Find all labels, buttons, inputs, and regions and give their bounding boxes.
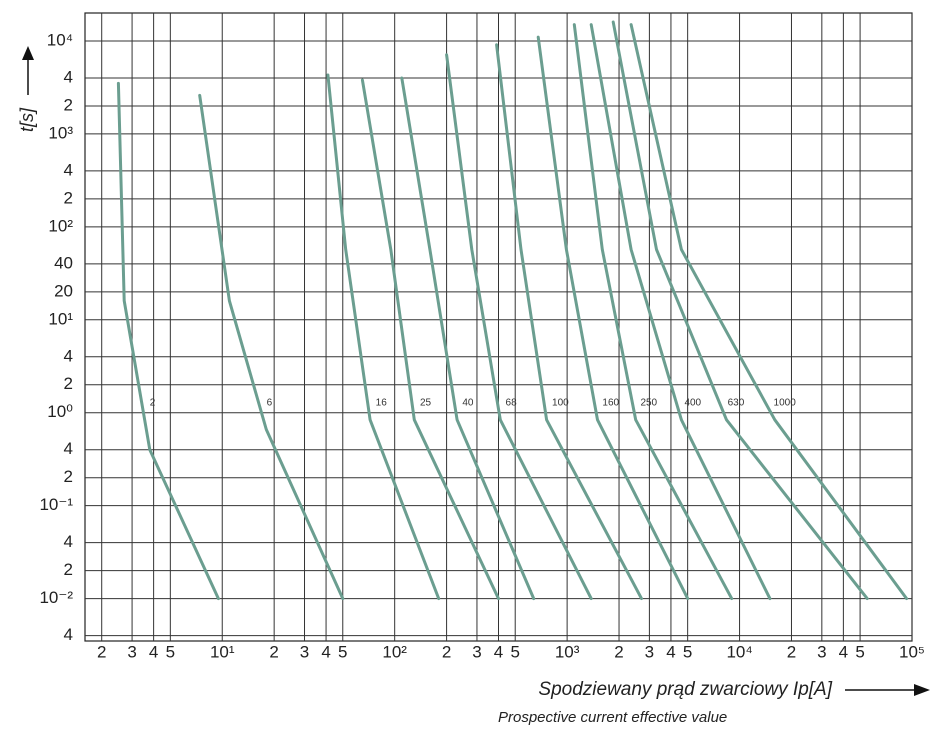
curve-label: 25 [420,398,432,409]
fuse-curve [495,43,643,601]
curve-label: 400 [684,398,701,409]
x-tick-label: 5 [510,642,519,661]
y-tick-label: 40 [54,253,73,272]
y-tick-label: 20 [54,281,73,300]
fuse-curve [445,53,593,601]
y-tick-label: 4 [64,346,73,365]
curve-label: 16 [376,398,388,409]
fuse-curve [198,93,345,601]
y-tick-label: 2 [64,467,73,486]
y-tick-label: 10⁻¹ [39,495,73,514]
y-tick-label: 4 [64,160,73,179]
y-tick-label: 2 [64,95,73,114]
curve-label: 160 [602,398,619,409]
x-tick-label: 3 [817,642,826,661]
curve-label: 2 [150,398,156,409]
y-tick-label: 10⁴ [47,30,73,49]
x-tick-label: 5 [166,642,175,661]
curve-label: 250 [640,398,657,409]
x-tick-label: 4 [321,642,330,661]
curve-label: 1000 [774,398,797,409]
curve-label: 40 [462,398,474,409]
y-arrowhead [22,46,34,60]
y-tick-label: 10² [48,216,73,235]
x-tick-label: 5 [855,642,864,661]
curve-label: 630 [728,398,745,409]
fuse-curve [400,76,536,601]
y-tick-label: 2 [64,374,73,393]
y-tick-label: 4 [64,625,73,644]
fuse-curve [611,20,869,601]
x-arrowhead [914,684,930,696]
y-tick-label: 4 [64,439,73,458]
x-tick-label: 2 [269,642,278,661]
x-tick-label: 4 [149,642,158,661]
x-tick-label: 10⁴ [726,642,752,661]
y-tick-label: 10⁻² [39,588,73,607]
x-tick-label: 4 [666,642,675,661]
fuse-curve [360,78,500,601]
y-tick-label: 4 [64,67,73,86]
x-axis-subtitle: Prospective current effective value [498,709,727,726]
fuse-curve [572,23,734,601]
x-tick-label: 4 [839,642,848,661]
x-tick-label: 10³ [555,642,580,661]
curve-label: 6 [267,398,273,409]
x-tick-label: 2 [442,642,451,661]
curve-label: 100 [552,398,569,409]
fuse-curve [629,23,909,601]
y-tick-label: 2 [64,188,73,207]
fuse-curve [536,35,690,601]
x-tick-label: 4 [494,642,503,661]
x-tick-label: 3 [645,642,654,661]
y-tick-label: 10⁰ [47,402,73,421]
y-tick-label: 4 [64,532,73,551]
y-tick-label: 10¹ [48,309,73,328]
x-tick-label: 3 [300,642,309,661]
x-tick-label: 10⁵ [899,642,925,661]
x-tick-label: 3 [472,642,481,661]
y-tick-label: 2 [64,560,73,579]
x-axis-title: Spodziewany prąd zwarciowy Ip[A] [538,679,832,700]
x-tick-label: 2 [97,642,106,661]
x-tick-label: 5 [683,642,692,661]
x-tick-label: 2 [787,642,796,661]
curve-label: 68 [506,398,518,409]
x-tick-label: 10² [382,642,407,661]
y-tick-label: 10³ [48,123,73,142]
fuse-curve [116,81,220,601]
x-tick-label: 5 [338,642,347,661]
fuse-curve [326,73,441,601]
x-tick-label: 10¹ [210,642,235,661]
x-tick-label: 3 [127,642,136,661]
y-axis-title: t[s] [17,107,37,132]
x-tick-label: 2 [614,642,623,661]
fuse-curve [589,23,772,601]
